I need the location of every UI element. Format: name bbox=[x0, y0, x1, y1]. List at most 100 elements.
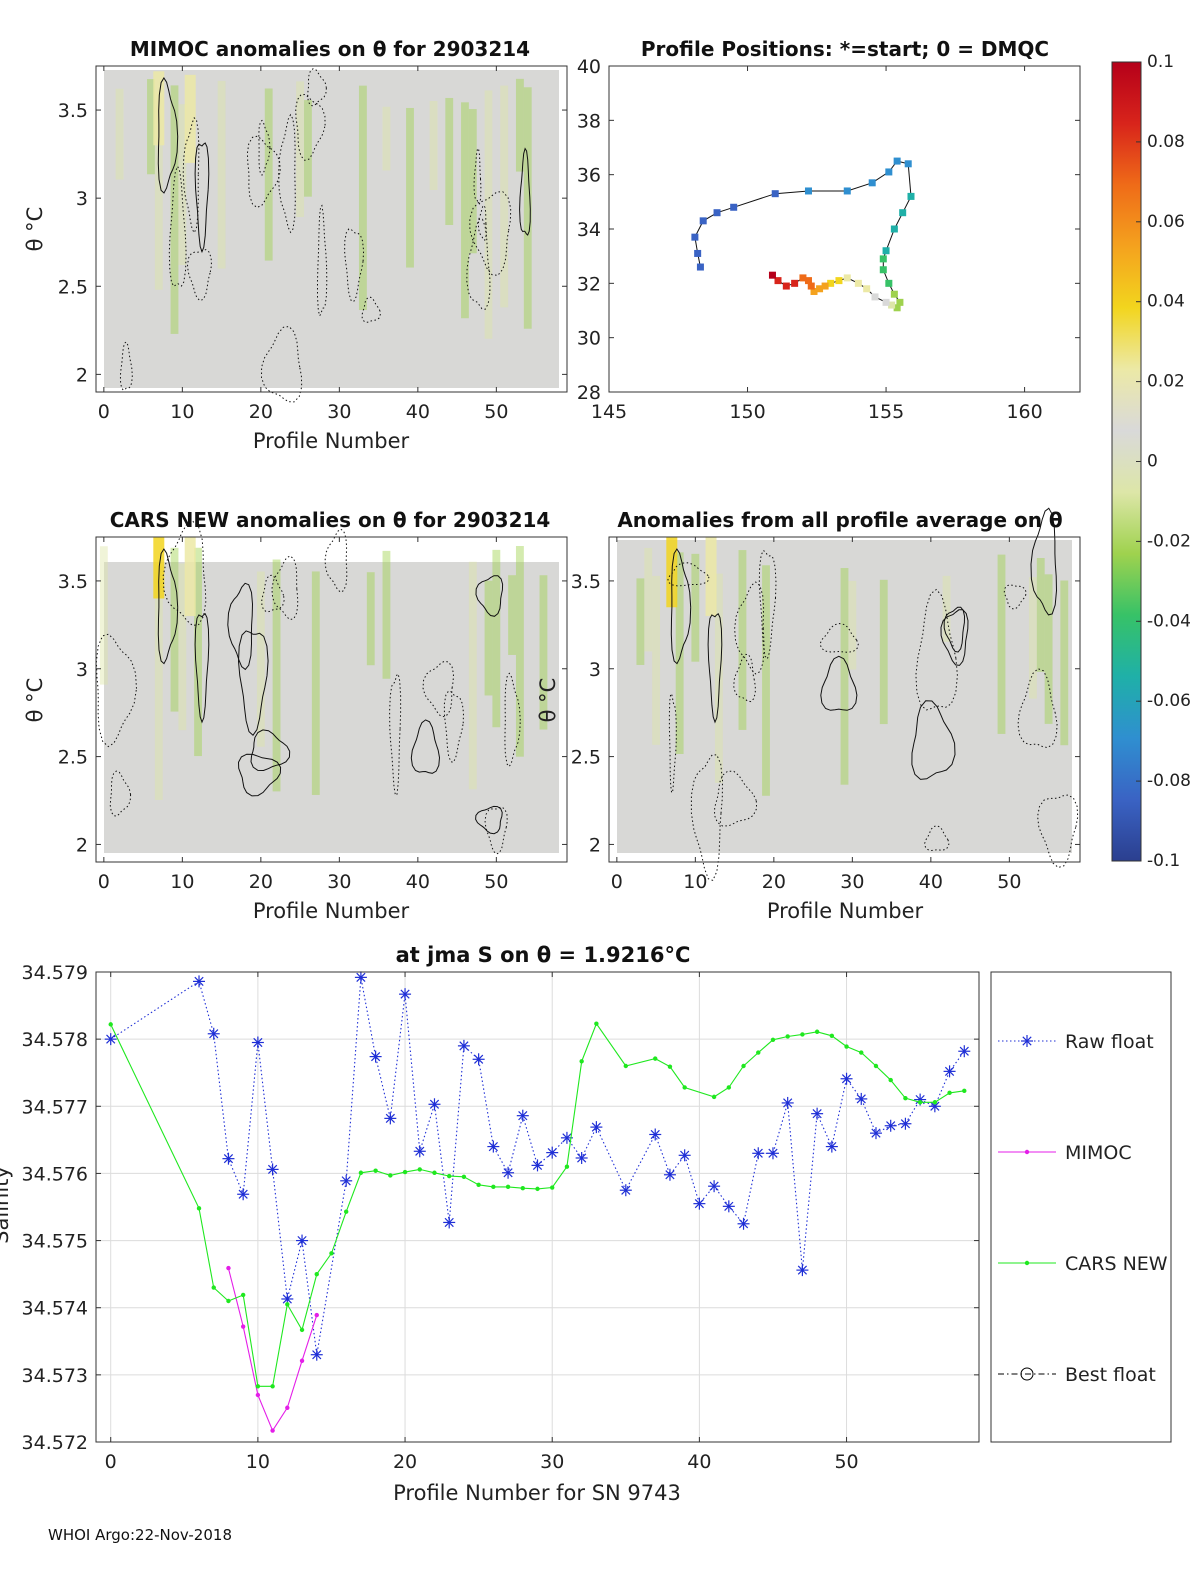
x-tick-label: 20 bbox=[249, 401, 273, 423]
x-tick-label: 50 bbox=[484, 871, 508, 893]
contour-line bbox=[157, 548, 179, 665]
y-tick-label: 40 bbox=[577, 56, 601, 78]
cars-anomaly-panel: CARS NEW anomalies on θ for 2903214 0 10 2… bbox=[23, 508, 568, 923]
anomaly-cell bbox=[429, 101, 438, 191]
mimoc-anomaly-panel: MIMOC anomalies on θ for 2903214 0 10 20 30… bbox=[23, 37, 568, 453]
contour-line bbox=[475, 805, 503, 835]
position-marker bbox=[907, 192, 915, 200]
x-tick-label: 10 bbox=[170, 871, 194, 893]
raw-float-point bbox=[194, 976, 204, 987]
cars-new-point bbox=[505, 1184, 511, 1190]
x-tick-label: 10 bbox=[683, 871, 707, 893]
position-marker bbox=[890, 290, 898, 298]
raw-float-point bbox=[841, 1074, 852, 1084]
cars-new-point bbox=[873, 1063, 879, 1069]
raw-float-point bbox=[297, 1235, 307, 1246]
position-marker bbox=[771, 190, 779, 198]
y-tick-label: 34 bbox=[577, 219, 601, 241]
cars-new-point bbox=[329, 1251, 334, 1256]
legend-label: Best float bbox=[1065, 1364, 1156, 1386]
anomaly-cell bbox=[675, 552, 684, 754]
x-tick-label: 40 bbox=[406, 871, 430, 893]
raw-float-point bbox=[356, 972, 366, 982]
x-tick-label: 50 bbox=[997, 871, 1021, 893]
legend-label: Raw float bbox=[1065, 1031, 1154, 1053]
y-tick-label: 34.578 bbox=[22, 1029, 88, 1051]
cars-new-point bbox=[108, 1022, 113, 1027]
cars-new-point bbox=[476, 1182, 481, 1188]
raw-float-point bbox=[429, 1099, 440, 1109]
contour-line bbox=[734, 581, 765, 675]
cars-new-point bbox=[461, 1174, 467, 1179]
contour-line bbox=[519, 147, 531, 236]
cars-new-point bbox=[226, 1298, 231, 1304]
anomaly-cell bbox=[492, 549, 501, 728]
y-tick-label: 3.5 bbox=[58, 571, 88, 593]
y-tick-label: 3 bbox=[76, 659, 88, 681]
anomaly-cell bbox=[272, 559, 281, 792]
cars-new-point bbox=[447, 1173, 452, 1179]
contour-line bbox=[1030, 507, 1058, 616]
colorbar-tick-label: -0.02 bbox=[1147, 531, 1191, 551]
mimoc-point bbox=[285, 1405, 290, 1410]
position-marker bbox=[882, 298, 890, 306]
anomaly-cell bbox=[115, 88, 124, 180]
salinity-xlabel: Profile Number for SN 9743 bbox=[393, 1481, 681, 1505]
cars-new-point bbox=[962, 1088, 967, 1094]
contour-line bbox=[422, 660, 455, 718]
contour-line bbox=[477, 204, 487, 241]
anomaly-cell bbox=[848, 580, 857, 670]
cars-heatmap-base bbox=[104, 562, 559, 853]
y-tick-label: 3 bbox=[589, 659, 601, 681]
x-tick-label: 145 bbox=[591, 401, 627, 423]
anomaly-cell bbox=[738, 550, 747, 730]
x-tick-label: 0 bbox=[611, 871, 623, 893]
y-tick-label: 2.5 bbox=[58, 276, 88, 298]
x-tick-label: 40 bbox=[406, 401, 430, 423]
cars-new-point bbox=[682, 1085, 687, 1090]
position-marker bbox=[691, 233, 699, 241]
y-tick-label: 38 bbox=[577, 110, 601, 132]
anomaly-cell bbox=[217, 80, 226, 269]
anomaly-cell bbox=[1028, 577, 1037, 699]
contour-line bbox=[361, 296, 381, 323]
position-marker bbox=[804, 277, 812, 285]
contour-line bbox=[307, 68, 327, 107]
contour-line bbox=[713, 770, 758, 827]
y-tick-label: 34.574 bbox=[22, 1298, 88, 1320]
raw-float-point bbox=[856, 1094, 866, 1104]
colorbar-tick-label: 0 bbox=[1147, 452, 1158, 472]
contour-line bbox=[668, 693, 677, 794]
contour-line bbox=[943, 606, 966, 653]
anomaly-cell bbox=[840, 568, 849, 785]
anomaly-cell bbox=[1036, 558, 1045, 672]
position-marker bbox=[843, 187, 851, 195]
raw-float-point bbox=[709, 1181, 719, 1191]
raw-float-point bbox=[915, 1094, 925, 1105]
anomaly-cell bbox=[468, 561, 477, 790]
salinity-title: at jma S on θ = 1.9216°C bbox=[396, 943, 691, 967]
cars-new-point bbox=[299, 1327, 305, 1333]
raw-float-point bbox=[209, 1029, 219, 1039]
cars-xlabel: Profile Number bbox=[253, 899, 410, 923]
position-marker bbox=[899, 209, 907, 217]
x-tick-label: 40 bbox=[919, 871, 943, 893]
cars-new-point bbox=[623, 1063, 628, 1069]
x-tick-label: 10 bbox=[170, 401, 194, 423]
position-marker bbox=[821, 282, 829, 290]
raw-float-point bbox=[106, 1034, 116, 1044]
raw-float-point bbox=[753, 1148, 763, 1158]
raw-float-point bbox=[444, 1217, 454, 1228]
contour-line bbox=[690, 754, 724, 882]
raw-float-point bbox=[900, 1119, 911, 1129]
raw-float-point bbox=[547, 1147, 557, 1158]
raw-float-point bbox=[768, 1148, 778, 1158]
raw-float-point bbox=[886, 1121, 896, 1131]
x-tick-label: 160 bbox=[1006, 401, 1042, 423]
salinity-series bbox=[104, 971, 971, 1433]
anomaly-cell bbox=[99, 546, 108, 685]
raw-float-point bbox=[341, 1176, 351, 1186]
y-tick-label: 2 bbox=[76, 364, 88, 386]
x-tick-label: 50 bbox=[484, 401, 508, 423]
contour-line bbox=[915, 588, 958, 711]
